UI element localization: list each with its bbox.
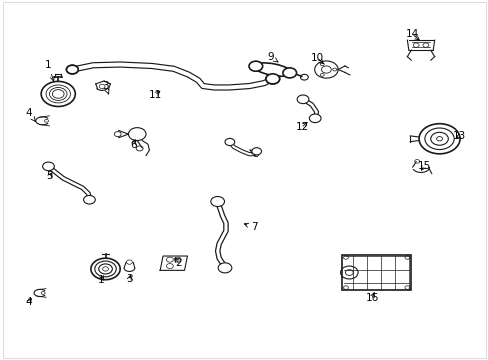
Text: 12: 12 (295, 122, 308, 132)
Text: 4: 4 (25, 297, 32, 307)
Circle shape (66, 65, 78, 74)
Text: 3: 3 (126, 274, 132, 284)
Text: 2: 2 (175, 258, 182, 268)
Text: 9: 9 (266, 51, 277, 62)
Circle shape (42, 162, 54, 171)
Text: 7: 7 (244, 222, 257, 232)
Text: 15: 15 (416, 161, 430, 171)
Circle shape (91, 258, 120, 280)
Text: 4: 4 (25, 108, 35, 121)
Text: 11: 11 (149, 90, 162, 100)
Text: 16: 16 (365, 293, 378, 303)
Circle shape (224, 138, 234, 145)
Text: 8: 8 (249, 149, 259, 159)
Circle shape (251, 148, 261, 155)
Circle shape (265, 74, 279, 84)
Text: 3: 3 (102, 81, 109, 94)
Text: 5: 5 (46, 171, 53, 181)
Circle shape (83, 195, 95, 204)
Circle shape (248, 61, 262, 71)
Text: 10: 10 (310, 53, 324, 64)
Text: 6: 6 (130, 140, 136, 150)
Ellipse shape (253, 63, 291, 76)
Text: 14: 14 (405, 30, 419, 40)
Circle shape (297, 95, 308, 104)
Circle shape (309, 114, 321, 123)
Text: 13: 13 (451, 131, 465, 141)
Circle shape (283, 68, 296, 78)
Text: 1: 1 (45, 60, 54, 81)
Circle shape (418, 124, 459, 154)
Bar (341, 255, 410, 291)
Text: 1: 1 (98, 275, 104, 285)
Circle shape (218, 263, 231, 273)
Circle shape (210, 197, 224, 207)
